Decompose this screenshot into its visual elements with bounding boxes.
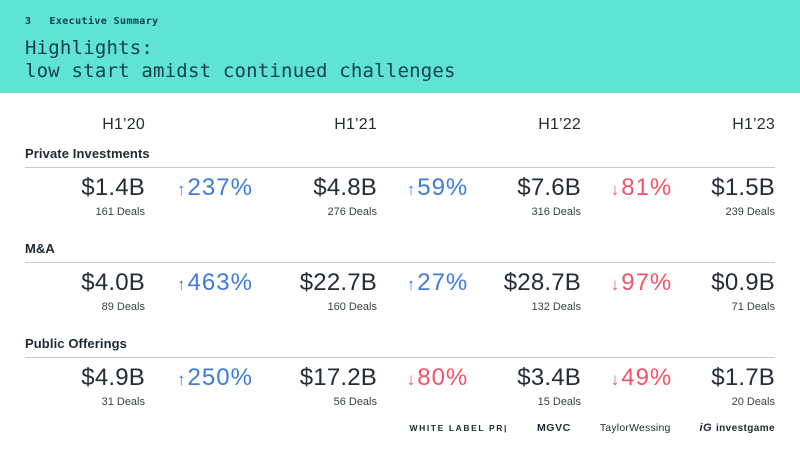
pct-change-cell: ↑237% (145, 173, 285, 205)
page-title: Highlights: low start amidst continued c… (25, 37, 775, 83)
period-header-h121: H1’21 (334, 116, 377, 133)
section-values-row: $4.9B 31 Deals ↑250% $17.2B 56 Deals ↓80… (25, 363, 775, 409)
deal-count: 89 Deals (101, 301, 145, 313)
investgame-icon: iG (699, 422, 712, 434)
divider (25, 262, 775, 263)
pct-change-cell: ↓81% (581, 173, 702, 205)
deal-count: 316 Deals (531, 206, 581, 218)
section-ma: M&A $4.0B 89 Deals ↑463% $22.7B 160 Deal… (25, 241, 775, 314)
logo-mgvc: MGVC (536, 422, 571, 434)
value-cell: $4.0B 89 Deals (25, 268, 145, 314)
kicker-label: Executive Summary (49, 16, 159, 27)
amount: $1.4B (81, 174, 145, 201)
deal-count: 161 Deals (95, 206, 145, 218)
amount: $4.9B (81, 364, 145, 391)
deal-count: 56 Deals (333, 396, 377, 408)
period-header-h122: H1’22 (538, 116, 581, 133)
period-header-h123: H1’23 (732, 116, 775, 133)
section-values-row: $1.4B 161 Deals ↑237% $4.8B 276 Deals ↑5… (25, 173, 775, 219)
value-cell: $7.6B 316 Deals (498, 173, 581, 219)
pct-value: 250% (187, 364, 253, 391)
amount: $4.0B (81, 269, 145, 296)
amount: $22.7B (299, 269, 377, 296)
deal-count: 160 Deals (327, 301, 377, 313)
pct-value: 237% (187, 174, 253, 201)
value-cell: $4.9B 31 Deals (25, 363, 145, 409)
pct-value: 59% (417, 174, 469, 201)
period-header-h120: H1’20 (102, 116, 145, 133)
value-cell: $17.2B 56 Deals (285, 363, 377, 409)
header-band: 3 Executive Summary Highlights: low start… (0, 0, 800, 93)
value-cell: $22.7B 160 Deals (285, 268, 377, 314)
pct-change-cell: ↑250% (145, 363, 285, 395)
value-cell: $1.5B 239 Deals (702, 173, 775, 219)
pct-value: 81% (621, 174, 673, 201)
title-line-1: Highlights: (25, 37, 154, 59)
pct-value: 49% (621, 364, 673, 391)
amount: $4.8B (313, 174, 377, 201)
section-values-row: $4.0B 89 Deals ↑463% $22.7B 160 Deals ↑2… (25, 268, 775, 314)
deal-count: 239 Deals (725, 206, 775, 218)
section-label: Private Investments (25, 146, 150, 161)
value-cell: $0.9B 71 Deals (702, 268, 775, 314)
value-cell: $3.4B 15 Deals (498, 363, 581, 409)
section-private-investments: Private Investments $1.4B 161 Deals ↑237… (25, 146, 775, 219)
up-arrow-icon: ↑ (177, 275, 186, 294)
up-arrow-icon: ↑ (406, 180, 416, 199)
down-arrow-icon: ↓ (610, 180, 620, 199)
amount: $17.2B (299, 364, 377, 391)
value-cell: $4.8B 276 Deals (285, 173, 377, 219)
section-public-offerings: Public Offerings $4.9B 31 Deals ↑250% $1… (25, 336, 775, 409)
deal-count: 15 Deals (537, 396, 581, 408)
amount: $3.4B (517, 364, 581, 391)
logo-white-label-pr: WHITE LABEL PR| (409, 423, 508, 433)
down-arrow-icon: ↓ (610, 370, 620, 389)
pct-change-cell: ↑463% (145, 268, 285, 300)
up-arrow-icon: ↑ (177, 180, 186, 199)
deal-count: 71 Deals (731, 301, 775, 313)
logo-investgame: iG investgame (700, 422, 775, 434)
deal-count: 20 Deals (731, 396, 775, 408)
divider (25, 167, 775, 168)
pct-value: 97% (621, 269, 673, 296)
value-cell: $1.4B 161 Deals (25, 173, 145, 219)
amount: $28.7B (503, 269, 581, 296)
deal-count: 31 Deals (101, 396, 145, 408)
pct-value: 80% (417, 364, 469, 391)
pct-change-cell: ↓49% (581, 363, 702, 395)
period-header-row: H1’20 H1’21 H1’22 H1’23 (25, 115, 775, 135)
up-arrow-icon: ↑ (406, 275, 416, 294)
logo-taylorwessing: TaylorWessing (599, 422, 671, 434)
footer-logos: WHITE LABEL PR| MGVC TaylorWessing iG inv… (409, 422, 775, 434)
section-label: M&A (25, 241, 55, 256)
pct-value: 463% (187, 269, 253, 296)
pct-change-cell: ↑27% (377, 268, 498, 300)
deal-count: 276 Deals (327, 206, 377, 218)
summary-table: H1’20 H1’21 H1’22 H1’23 Private Investme… (0, 115, 800, 409)
divider (25, 357, 775, 358)
pct-change-cell: ↓97% (581, 268, 702, 300)
kicker: 3 Executive Summary (25, 17, 775, 27)
down-arrow-icon: ↓ (406, 370, 416, 389)
amount: $1.5B (711, 174, 775, 201)
deal-count: 132 Deals (531, 301, 581, 313)
investgame-label: investgame (715, 422, 775, 434)
up-arrow-icon: ↑ (177, 370, 186, 389)
pct-change-cell: ↓80% (377, 363, 498, 395)
amount: $1.7B (711, 364, 775, 391)
down-arrow-icon: ↓ (610, 275, 620, 294)
section-label: Public Offerings (25, 336, 128, 351)
pct-change-cell: ↑59% (377, 173, 498, 205)
value-cell: $1.7B 20 Deals (702, 363, 775, 409)
amount: $7.6B (517, 174, 581, 201)
pct-value: 27% (417, 269, 469, 296)
amount: $0.9B (711, 269, 775, 296)
value-cell: $28.7B 132 Deals (498, 268, 581, 314)
title-line-2: low start amidst continued challenges (25, 60, 456, 82)
page-number: 3 (25, 16, 32, 27)
